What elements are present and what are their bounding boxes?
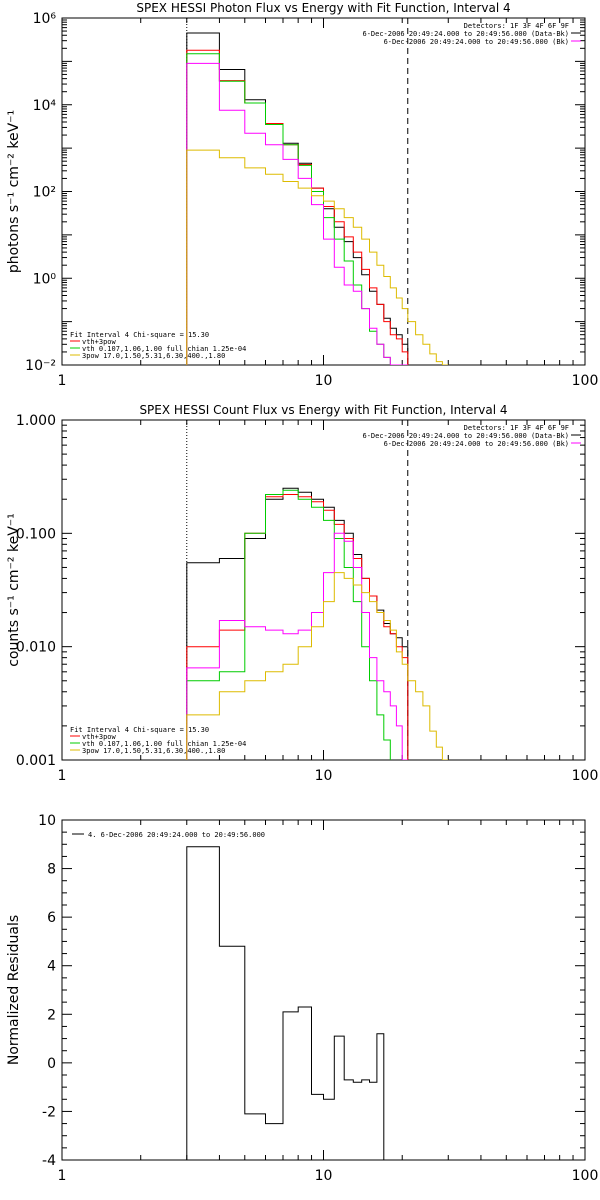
series-1 — [186, 846, 385, 1160]
chart-title: SPEX HESSI Count Flux vs Energy with Fit… — [139, 403, 507, 417]
y-tick-label: 4 — [47, 959, 56, 975]
y-tick-label: 10⁻² — [25, 358, 56, 374]
series-4 — [186, 532, 408, 760]
y-tick-label: 10 — [38, 813, 56, 829]
x-tick-label: 100 — [572, 1168, 599, 1184]
header-text: 6-Dec-2006 20:49:24.000 to 20:49:56.000 … — [362, 432, 569, 440]
x-tick-label: 1 — [58, 1168, 67, 1184]
header-text: 6-Dec-2006 20:49:24.000 to 20:49:56.000 … — [362, 30, 569, 38]
y-tick-label: 10² — [33, 185, 56, 201]
legend-entry: Fit Interval 4 Chi-square = 15.30 — [70, 726, 209, 734]
chart-panel-3: 1 10 100 -4 -2 0 2 4 6 8 10 Normalized Residuals 4. … — [6, 813, 598, 1184]
x-tick-label: 1 — [58, 768, 67, 784]
legend-entry: vth 0.107,1.06,1.00 full chian 1.25e-04 — [82, 740, 246, 748]
header-text: 6-Dec-2006 20:49:24.000 to 20:49:56.000 … — [384, 440, 569, 448]
series-3 — [186, 489, 391, 760]
legend-entry: vth+3pow — [82, 733, 117, 741]
y-tick-label: 2 — [47, 1007, 56, 1023]
y-tick-label: -4 — [42, 1153, 56, 1169]
y-axis-label: counts s⁻¹ cm⁻² keV⁻¹ — [6, 513, 22, 667]
y-tick-label: 10⁰ — [33, 271, 57, 287]
y-axis-label: Normalized Residuals — [6, 915, 22, 1065]
legend-entry: Fit Interval 4 Chi-square = 15.30 — [70, 331, 209, 339]
series-3 — [186, 53, 391, 365]
legend-entry: 3pow 17.0,1.50,5.31,6.30,400.,1.80 — [82, 747, 225, 755]
y-tick-label: 10⁶ — [33, 11, 57, 27]
y-axis-label: photons s⁻¹ cm⁻² keV⁻¹ — [6, 110, 22, 273]
x-tick-label: 10 — [315, 1168, 333, 1184]
y-tick-label: 0.100 — [16, 526, 56, 542]
header-text: 6-Dec-2006 20:49:24.000 to 20:49:56.000 … — [384, 38, 569, 46]
legend-entry: vth 0.107,1.06,1.00 full chian 1.25e-04 — [82, 345, 246, 353]
legend-entry: 4. 6-Dec-2006 20:49:24.000 to 20:49:56.0… — [88, 831, 265, 839]
chart-title: SPEX HESSI Photon Flux vs Energy with Fi… — [136, 1, 510, 15]
series-5 — [186, 149, 449, 365]
x-tick-label: 10 — [315, 768, 333, 784]
x-tick-label: 10 — [315, 373, 333, 389]
series-4 — [186, 62, 408, 365]
y-tick-label: 8 — [47, 862, 56, 878]
y-tick-label: 0.010 — [16, 640, 56, 656]
x-tick-label: 1 — [58, 373, 67, 389]
y-tick-label: 0 — [47, 1056, 56, 1072]
y-tick-label: 1.000 — [16, 413, 56, 429]
y-tick-label: 10⁴ — [33, 98, 57, 114]
legend-entry: vth+3pow — [82, 338, 117, 346]
y-tick-label: -2 — [42, 1104, 56, 1120]
header-text: Detectors: 1F 3F 4F 6F 9F — [464, 22, 569, 30]
x-tick-label: 100 — [572, 768, 599, 784]
y-tick-label: 6 — [47, 910, 56, 926]
y-tick-label: 0.001 — [16, 753, 56, 769]
chart-panel-2: 1 10 100 0.001 0.010 0.100 1.000 SPEX HESSI Cou… — [6, 403, 598, 784]
chart-panel-1: 1 10 100 10⁻² 10⁰ 10² 10⁴ 10⁶ SPEX HESSI Photon … — [6, 1, 598, 389]
series-5 — [186, 572, 449, 760]
x-tick-label: 100 — [572, 373, 599, 389]
legend-entry: 3pow 17.0,1.50,5.31,6.30,400.,1.80 — [82, 352, 225, 360]
header-text: Detectors: 1F 3F 4F 6F 9F — [464, 424, 569, 432]
